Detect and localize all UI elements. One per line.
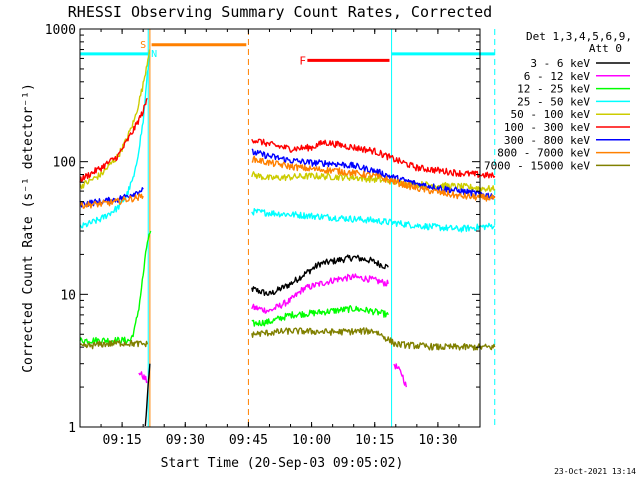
series-800-7000-kev: [79, 155, 496, 209]
y-tick-label: 1000: [45, 23, 76, 38]
x-tick-label: 09:45: [229, 433, 268, 448]
x-tick-label: 10:15: [355, 433, 394, 448]
series-6-12-kev-line: [138, 371, 148, 384]
series-800-7000-kev-line: [251, 155, 496, 202]
series-100-300-kev: [79, 97, 496, 183]
plot-frame: [79, 28, 481, 428]
flag-marker: N: [151, 49, 157, 60]
y-tick-label: 10: [60, 288, 76, 303]
legend-label-7000-15000-kev: 7000 - 15000 keV: [484, 159, 590, 172]
series-100-300-kev-line: [251, 138, 496, 179]
series-3-6-kev-line: [251, 254, 389, 296]
x-axis-label: Start Time (20-Sep-03 09:05:02): [161, 456, 404, 471]
series-12-25-kev: [79, 230, 389, 345]
series-800-7000-kev-line: [79, 193, 144, 209]
x-tick-label: 09:30: [166, 433, 205, 448]
series-25-50-kev-line: [251, 208, 496, 233]
series-50-100-kev-line: [79, 49, 151, 190]
y-axis-label: Corrected Count Rate (s⁻¹ detector⁻¹): [21, 83, 36, 373]
series-25-50-kev: [79, 53, 496, 233]
series-6-12-kev: [138, 273, 407, 388]
series-25-50-kev-line: [79, 53, 151, 229]
y-tick-label: 1: [68, 421, 76, 436]
series-7000-15000-kev-line: [79, 339, 149, 350]
legend-label-6-12-kev: 6 - 12 keV: [524, 70, 591, 83]
flag-label: F: [299, 54, 306, 67]
y-tick-label: 100: [53, 156, 76, 171]
x-axis: 09:15 09:30 09:45 10:00 10:15 10:30: [79, 29, 481, 448]
x-tick-label: 10:30: [418, 433, 457, 448]
series-3-6-kev-line: [144, 363, 151, 427]
legend-detector-header: Det 1,3,4,5,6,9,: [526, 30, 632, 43]
series-50-100-kev-line: [251, 171, 496, 192]
series-300-800-kev-line: [251, 148, 496, 200]
flag-marker: S: [140, 40, 146, 51]
footer-date: 23-Oct-2021 13:14: [554, 467, 636, 476]
series-100-300-kev-line: [79, 97, 148, 183]
legend-label-800-7000-kev: 800 - 7000 keV: [497, 147, 590, 160]
legend-label-100-300-kev: 100 - 300 keV: [504, 121, 590, 134]
series-12-25-kev-line: [251, 305, 389, 327]
x-tick-label: 09:15: [103, 433, 142, 448]
chart-title: RHESSI Observing Summary Count Rates, Co…: [68, 3, 492, 21]
legend-label-3-6-kev: 3 - 6 keV: [530, 57, 590, 70]
series-3-6-kev: [144, 254, 389, 427]
series-7000-15000-kev: [79, 327, 496, 351]
series-12-25-kev-line: [79, 230, 152, 345]
legend-label-300-800-kev: 300 - 800 keV: [504, 134, 590, 147]
x-tick-label: 10:00: [292, 433, 331, 448]
legend-attenuator-header: Att 0: [589, 42, 622, 55]
series-6-12-kev-line: [251, 273, 389, 314]
legend-label-25-50-kev: 25 - 50 keV: [517, 95, 590, 108]
series-50-100-kev: [79, 49, 496, 192]
legend-label-50-100-kev: 50 - 100 keV: [511, 108, 591, 121]
series-7000-15000-kev-line: [251, 327, 496, 351]
legend-label-12-25-kev: 12 - 25 keV: [517, 83, 590, 96]
series-6-12-kev-line: [393, 363, 407, 388]
y-axis: 1 10 100 1000: [45, 23, 480, 436]
